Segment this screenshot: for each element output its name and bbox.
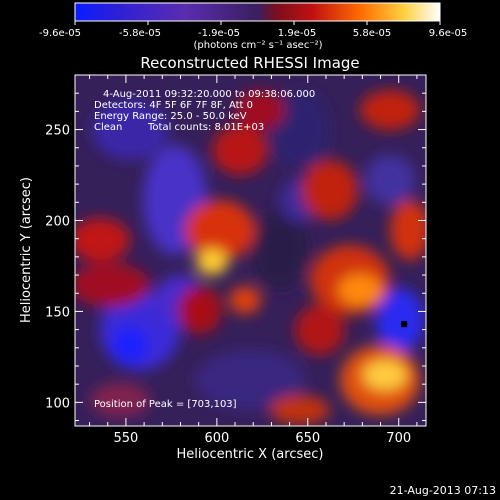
y-tick-label: 250 — [45, 124, 70, 139]
y-tick-label: 100 — [45, 396, 70, 411]
y-tick-label: 200 — [45, 214, 70, 229]
footer-timestamp: 21-Aug-2013 07:13 — [390, 484, 496, 497]
annotation-time-range: 4-Aug-2011 09:32:20.000 to 09:38:06.000 — [103, 89, 315, 100]
x-tick-label: 650 — [295, 431, 320, 446]
chart-title: Reconstructed RHESSI Image — [140, 54, 359, 72]
plot-frame — [74, 74, 427, 427]
annotation-method: Clean — [94, 122, 122, 133]
colorbar-tick-label: -5.8e-05 — [119, 28, 161, 39]
x-tick-label: 550 — [114, 431, 139, 446]
colorbar-unit-label: (photons cm⁻² s⁻¹ asec⁻²) — [193, 40, 322, 51]
annotation-energy: Energy Range: 25.0 - 50.0 keV — [94, 111, 247, 122]
colorbar — [74, 2, 441, 22]
annotation-peak: Position of Peak = [703,103] — [94, 399, 237, 410]
colorbar-ticks — [74, 21, 441, 25]
colorbar-tick-label: 5.8e-05 — [353, 28, 391, 39]
y-tick-label: 150 — [45, 305, 70, 320]
heatmap — [75, 75, 426, 426]
colorbar-tick-label: -1.9e-05 — [198, 28, 240, 39]
x-tick-label: 700 — [386, 431, 411, 446]
y-axis-label: Heliocentric Y (arcsec) — [19, 177, 34, 323]
colorbar-tick-label: 9.6e-05 — [429, 28, 467, 39]
colorbar-tick-label: 1.9e-05 — [278, 28, 316, 39]
x-tick-label: 600 — [204, 431, 229, 446]
annotation-counts: Total counts: 8.01E+03 — [147, 122, 264, 133]
axis-ticks — [75, 74, 426, 426]
x-axis-label: Heliocentric X (arcsec) — [177, 447, 324, 462]
peak-marker — [401, 321, 408, 328]
annotation-detectors: Detectors: 4F 5F 6F 7F 8F, Att 0 — [94, 100, 253, 111]
colorbar-tick-label: -9.6e-05 — [39, 28, 81, 39]
